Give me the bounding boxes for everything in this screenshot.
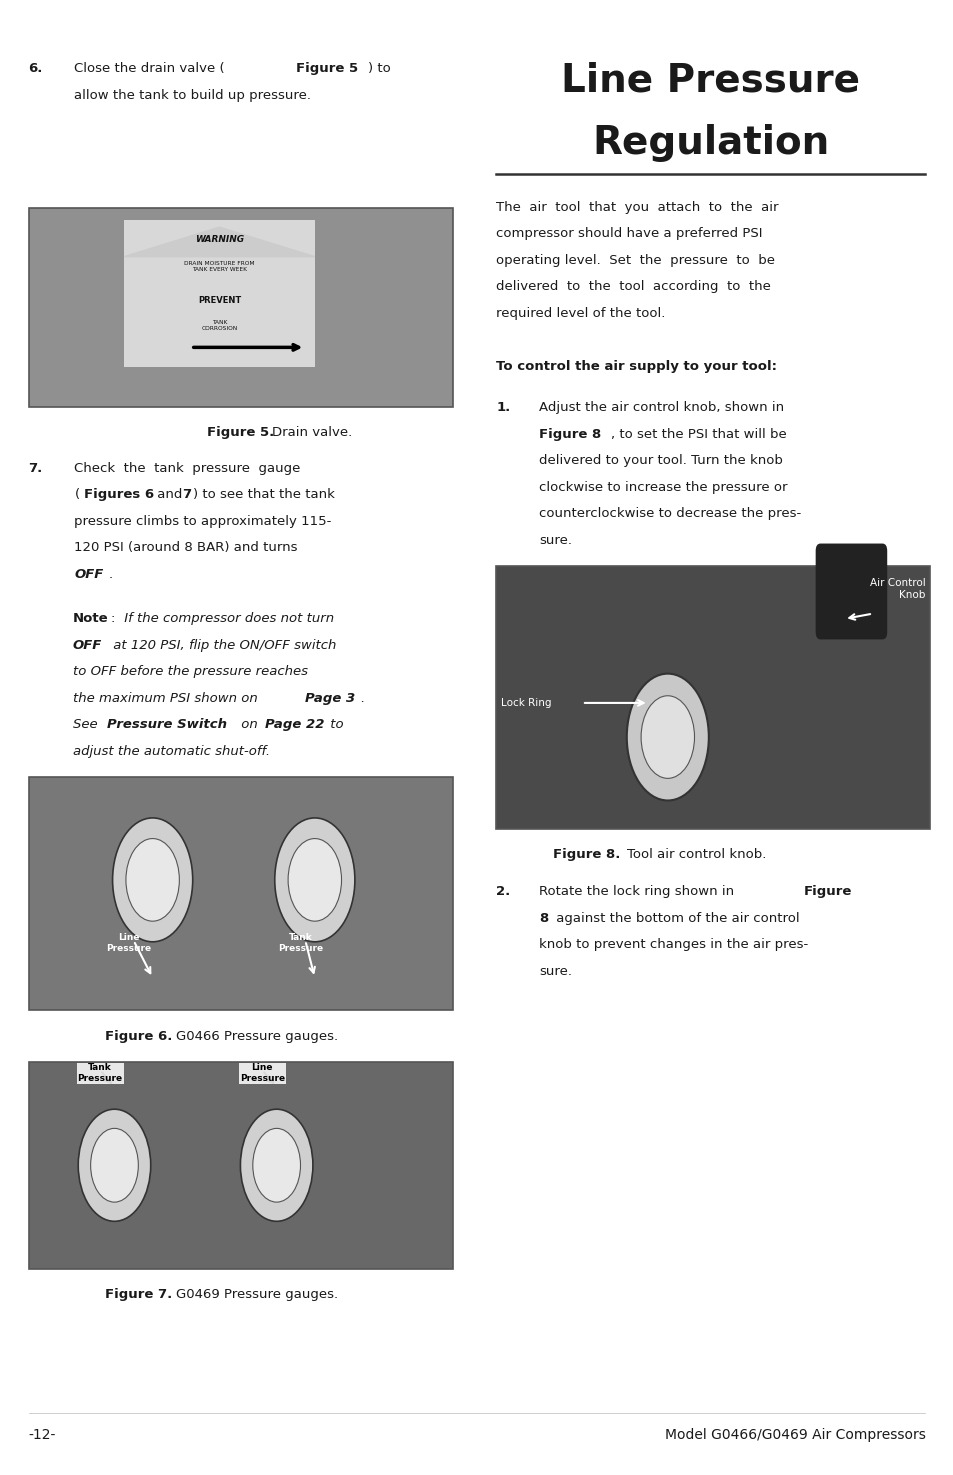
Text: sure.: sure.	[538, 534, 572, 547]
Text: Figure 7.: Figure 7.	[105, 1288, 172, 1301]
Text: adjust the automatic shut-off.: adjust the automatic shut-off.	[72, 745, 270, 758]
Text: Figures 6: Figures 6	[84, 488, 154, 502]
Text: 2.: 2.	[496, 885, 510, 898]
Text: Line Pressure: Line Pressure	[560, 62, 860, 100]
Text: DRAIN MOISTURE FROM
TANK EVERY WEEK: DRAIN MOISTURE FROM TANK EVERY WEEK	[184, 261, 254, 273]
Text: clockwise to increase the pressure or: clockwise to increase the pressure or	[538, 481, 786, 494]
Circle shape	[626, 674, 708, 801]
Text: Figure 5.: Figure 5.	[207, 426, 274, 440]
Text: Figure 5: Figure 5	[295, 62, 357, 75]
Text: Page 22: Page 22	[265, 718, 324, 732]
Text: 1.: 1.	[496, 401, 510, 414]
Text: See: See	[72, 718, 101, 732]
Text: ) to: ) to	[368, 62, 391, 75]
Circle shape	[91, 1128, 138, 1202]
Text: allow the tank to build up pressure.: allow the tank to build up pressure.	[74, 88, 311, 102]
Text: OFF: OFF	[72, 639, 102, 652]
FancyBboxPatch shape	[815, 543, 886, 640]
Text: knob to prevent changes in the air pres-: knob to prevent changes in the air pres-	[538, 938, 807, 951]
Text: Figure: Figure	[803, 885, 852, 898]
Text: PREVENT: PREVENT	[197, 296, 241, 305]
Circle shape	[274, 819, 355, 943]
Text: Tool air control knob.: Tool air control knob.	[626, 848, 765, 861]
Text: Model G0466/G0469 Air Compressors: Model G0466/G0469 Air Compressors	[664, 1428, 924, 1441]
Text: Note: Note	[72, 612, 108, 625]
Text: and: and	[152, 488, 186, 502]
Text: Air Control
Knob: Air Control Knob	[869, 578, 924, 600]
Text: :: :	[111, 612, 115, 625]
Text: Line
Pressure: Line Pressure	[106, 934, 152, 953]
Bar	[29, 1062, 453, 1268]
Text: delivered  to  the  tool  according  to  the: delivered to the tool according to the	[496, 280, 770, 294]
Text: If the compressor does not turn: If the compressor does not turn	[120, 612, 334, 625]
Text: Check  the  tank  pressure  gauge: Check the tank pressure gauge	[74, 462, 300, 475]
Text: to: to	[326, 718, 343, 732]
Text: -12-: -12-	[29, 1428, 56, 1441]
Text: G0466 Pressure gauges.: G0466 Pressure gauges.	[176, 1030, 338, 1043]
Text: .: .	[109, 568, 112, 581]
Text: Regulation: Regulation	[592, 124, 828, 162]
Text: at 120 PSI, flip the ON/OFF switch: at 120 PSI, flip the ON/OFF switch	[109, 639, 335, 652]
Text: Close the drain valve (: Close the drain valve (	[74, 62, 225, 75]
Circle shape	[253, 1128, 300, 1202]
Circle shape	[640, 696, 694, 779]
Circle shape	[288, 839, 341, 922]
Text: to OFF before the pressure reaches: to OFF before the pressure reaches	[72, 665, 307, 678]
Text: Tank
Pressure: Tank Pressure	[77, 1063, 123, 1083]
Bar	[29, 777, 453, 1010]
Text: counterclockwise to decrease the pres-: counterclockwise to decrease the pres-	[538, 507, 801, 521]
Text: .: .	[360, 692, 364, 705]
Text: 7.: 7.	[29, 462, 43, 475]
Text: Adjust the air control knob, shown in: Adjust the air control knob, shown in	[538, 401, 783, 414]
Text: , to set the PSI that will be: , to set the PSI that will be	[610, 428, 785, 441]
Text: The  air  tool  that  you  attach  to  the  air: The air tool that you attach to the air	[496, 201, 778, 214]
Text: Pressure Switch: Pressure Switch	[107, 718, 227, 732]
Circle shape	[240, 1109, 313, 1221]
Text: Figure 8.: Figure 8.	[553, 848, 620, 861]
Text: G0469 Pressure gauges.: G0469 Pressure gauges.	[176, 1288, 338, 1301]
Circle shape	[126, 839, 179, 922]
Text: Line
Pressure: Line Pressure	[239, 1063, 285, 1083]
Text: OFF: OFF	[74, 568, 104, 581]
Text: Drain valve.: Drain valve.	[272, 426, 353, 440]
Text: pressure climbs to approximately 115-: pressure climbs to approximately 115-	[74, 515, 332, 528]
Text: WARNING: WARNING	[194, 235, 244, 243]
Text: delivered to your tool. Turn the knob: delivered to your tool. Turn the knob	[538, 454, 782, 468]
FancyBboxPatch shape	[124, 220, 314, 367]
Bar	[29, 208, 453, 407]
Text: Lock Ring: Lock Ring	[500, 698, 551, 708]
Text: Page 3: Page 3	[305, 692, 355, 705]
Text: 6.: 6.	[29, 62, 43, 75]
Text: the maximum PSI shown on: the maximum PSI shown on	[72, 692, 261, 705]
Text: 8: 8	[538, 912, 548, 925]
Text: TANK
CORROSION: TANK CORROSION	[201, 320, 237, 332]
Text: Tank
Pressure: Tank Pressure	[277, 934, 323, 953]
Text: To control the air supply to your tool:: To control the air supply to your tool:	[496, 360, 777, 373]
Text: against the bottom of the air control: against the bottom of the air control	[552, 912, 800, 925]
Text: (: (	[74, 488, 79, 502]
Polygon shape	[124, 227, 314, 257]
Text: on: on	[236, 718, 261, 732]
Bar	[496, 566, 929, 829]
Text: sure.: sure.	[538, 965, 572, 978]
Text: required level of the tool.: required level of the tool.	[496, 307, 665, 320]
Text: 120 PSI (around 8 BAR) and turns: 120 PSI (around 8 BAR) and turns	[74, 541, 297, 555]
Circle shape	[78, 1109, 151, 1221]
Text: Rotate the lock ring shown in: Rotate the lock ring shown in	[538, 885, 738, 898]
Text: ) to see that the tank: ) to see that the tank	[193, 488, 335, 502]
Text: Figure 8: Figure 8	[538, 428, 600, 441]
Text: 7: 7	[182, 488, 192, 502]
Text: operating level.  Set  the  pressure  to  be: operating level. Set the pressure to be	[496, 254, 774, 267]
Text: Figure 6.: Figure 6.	[105, 1030, 172, 1043]
Text: compressor should have a preferred PSI: compressor should have a preferred PSI	[496, 227, 761, 240]
Circle shape	[112, 819, 193, 943]
